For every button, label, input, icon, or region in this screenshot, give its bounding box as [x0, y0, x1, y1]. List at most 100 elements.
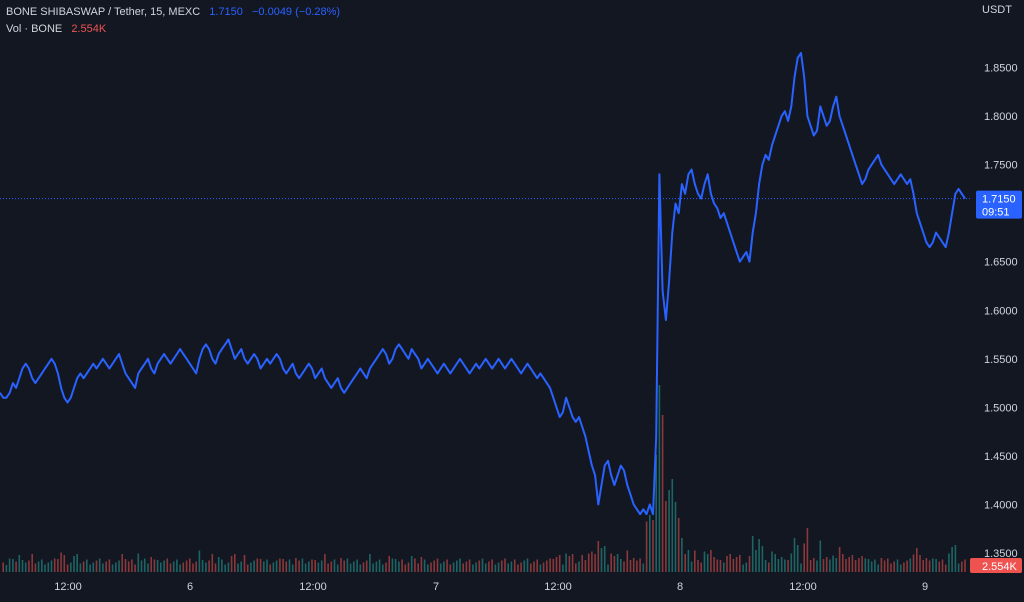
volume-bar: [205, 562, 207, 572]
volume-bar: [37, 561, 40, 572]
volume-bar: [143, 558, 146, 572]
volume-bar: [140, 560, 143, 572]
time-axis[interactable]: 12:00 6 12:00 7 12:00 8 12:00 9: [54, 581, 928, 593]
volume-bar: [340, 558, 342, 572]
volume-bar: [533, 561, 535, 572]
volume-bar: [668, 490, 670, 572]
volume-bar: [137, 553, 140, 572]
volume-bar: [739, 555, 741, 572]
volume-bar: [513, 559, 516, 572]
volume-bar: [12, 559, 14, 572]
volume-bar: [401, 559, 403, 572]
volume-bar: [53, 558, 56, 572]
volume-bar: [916, 548, 918, 572]
volume-bar: [655, 455, 657, 572]
volume-bar: [768, 562, 770, 572]
volume-bar: [314, 560, 316, 572]
volume-bar: [642, 563, 645, 572]
volume-bar: [76, 554, 78, 572]
volume-bar: [530, 563, 532, 572]
currency-label[interactable]: USDT: [982, 4, 1012, 16]
volume-bar: [66, 564, 69, 572]
volume-bar: [131, 559, 133, 572]
volume-bar: [504, 558, 506, 572]
volume-bar: [816, 560, 818, 572]
volume-bar: [359, 564, 362, 572]
volume-bar: [809, 560, 812, 572]
volume-bar: [774, 554, 776, 572]
volume-bar: [645, 521, 648, 572]
volume-bar: [15, 561, 17, 572]
chart-legend[interactable]: BONE SHIBASWAP / Tether, 15, MEXC 1.7150…: [6, 4, 340, 38]
volume-bar: [443, 561, 445, 572]
volume-bar: [410, 556, 413, 572]
volume-bar: [867, 559, 870, 572]
volume-bar: [575, 563, 577, 572]
volume-bar: [681, 538, 683, 572]
volume-bar: [189, 558, 191, 572]
volume-bar: [636, 560, 638, 572]
volume-bar: [909, 558, 912, 572]
volume-label[interactable]: Vol · BONE: [6, 23, 63, 35]
volume-bar: [182, 562, 185, 572]
volume-bar: [887, 558, 889, 572]
volume-bar: [842, 554, 844, 572]
volume-bar: [896, 559, 899, 572]
volume-bar: [594, 554, 596, 572]
volume-bar: [861, 556, 863, 572]
volume-bar: [735, 557, 738, 572]
volume-bar: [240, 561, 242, 572]
volume-bar: [468, 559, 471, 572]
y-tick-label: 1.8000: [984, 111, 1018, 123]
volume-bar: [935, 559, 937, 572]
volume-bar: [632, 558, 635, 572]
volume-bar: [423, 559, 426, 572]
volume-bar: [8, 558, 11, 572]
volume-bar: [317, 562, 320, 572]
volume-bar: [234, 554, 236, 572]
volume-bar: [291, 564, 294, 572]
volume-bar: [70, 562, 72, 572]
volume-bar: [620, 559, 622, 572]
symbol-title[interactable]: BONE SHIBASWAP / Tether, 15, MEXC: [6, 6, 201, 18]
volume-bar: [388, 556, 390, 572]
volume-bar: [597, 541, 600, 572]
volume-bar: [694, 550, 696, 572]
volume-bar: [31, 554, 33, 572]
volume-bar: [102, 563, 104, 572]
volume-badge: [970, 558, 1022, 573]
y-tick-label: 1.6500: [984, 257, 1018, 269]
volume-bar: [610, 553, 612, 572]
y-tick-label: 1.4500: [984, 451, 1018, 463]
volume-badge-text: 2.554K: [982, 561, 1018, 573]
volume-bar: [243, 555, 246, 572]
legend-main-row[interactable]: BONE SHIBASWAP / Tether, 15, MEXC 1.7150…: [6, 4, 340, 21]
volume-bar: [793, 538, 796, 572]
y-tick-label: 1.4000: [984, 500, 1018, 512]
volume-bar: [237, 563, 239, 572]
volume-bar: [311, 559, 313, 572]
volume-bar: [375, 561, 378, 572]
volume-bar: [60, 552, 62, 572]
volume-bar: [494, 564, 497, 572]
volume-bar: [127, 561, 130, 572]
volume-bar: [41, 559, 43, 572]
volume-bar: [394, 559, 397, 572]
volume-bar: [838, 547, 841, 572]
legend-volume-row[interactable]: Vol · BONE 2.554K: [6, 21, 340, 38]
volume-bar: [385, 562, 387, 572]
volume-bar: [285, 561, 288, 572]
volume-bar: [414, 558, 416, 572]
volume-bar: [282, 559, 284, 572]
volume-bar: [571, 554, 574, 572]
volume-bar: [115, 562, 117, 572]
volume-bar: [954, 545, 957, 572]
volume-bar: [677, 518, 680, 572]
volume-bar: [890, 563, 892, 572]
volume-bar: [652, 520, 654, 572]
volume-bar: [44, 564, 46, 572]
price-axis[interactable]: 1.3500 1.4000 1.4500 1.5000 1.5500 1.6000 1.65…: [984, 63, 1018, 561]
volume-bar: [275, 560, 278, 572]
